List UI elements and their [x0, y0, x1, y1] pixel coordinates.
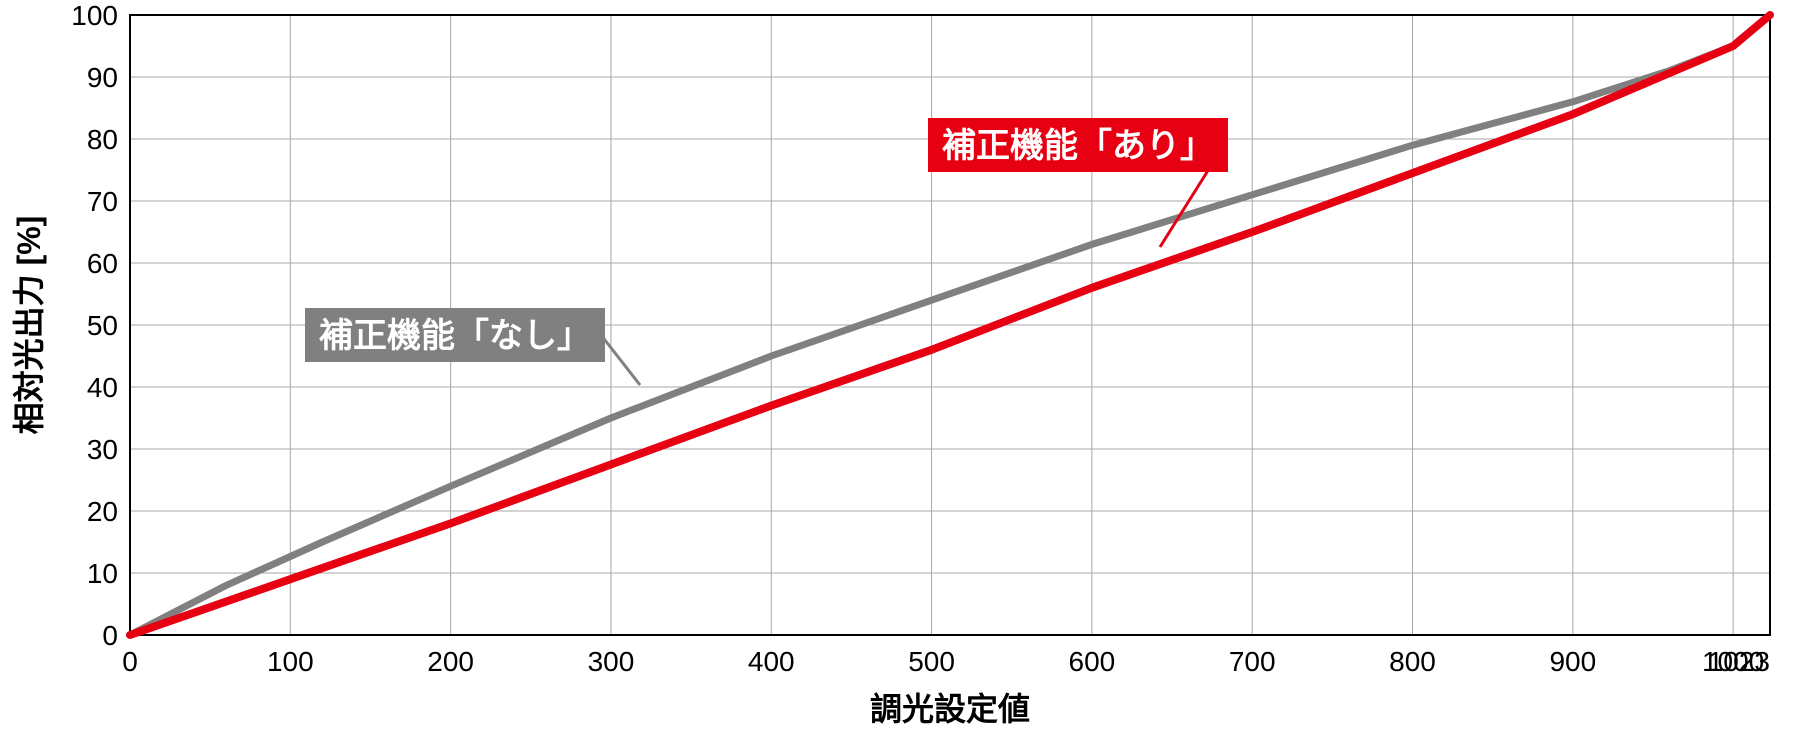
- y-tick-label: 40: [87, 372, 118, 403]
- x-tick-label: 900: [1549, 646, 1596, 677]
- y-tick-label: 10: [87, 558, 118, 589]
- y-tick-label: 80: [87, 124, 118, 155]
- legend-label-without_correction: 補正機能「なし」: [319, 317, 591, 355]
- y-tick-label: 60: [87, 248, 118, 279]
- y-tick-label: 0: [102, 620, 118, 651]
- y-tick-label: 90: [87, 62, 118, 93]
- y-axis-title: 相対光出力 [%]: [11, 216, 47, 435]
- x-tick-label: 1023: [1708, 646, 1770, 677]
- legend-label-with_correction: 補正機能「あり」: [942, 127, 1214, 165]
- x-tick-label: 100: [267, 646, 314, 677]
- x-tick-label: 0: [122, 646, 138, 677]
- x-tick-label: 700: [1229, 646, 1276, 677]
- x-axis-title: 調光設定値: [870, 691, 1030, 727]
- y-tick-label: 30: [87, 434, 118, 465]
- dimming-correction-chart: 0100200300400500600700800900100010230102…: [0, 0, 1800, 737]
- y-tick-label: 50: [87, 310, 118, 341]
- x-tick-label: 200: [427, 646, 474, 677]
- y-tick-label: 70: [87, 186, 118, 217]
- x-tick-label: 400: [748, 646, 795, 677]
- y-tick-label: 20: [87, 496, 118, 527]
- x-tick-label: 500: [908, 646, 955, 677]
- x-tick-label: 300: [588, 646, 635, 677]
- chart-svg: 0100200300400500600700800900100010230102…: [0, 0, 1800, 737]
- x-tick-label: 800: [1389, 646, 1436, 677]
- x-tick-label: 600: [1069, 646, 1116, 677]
- y-tick-label: 100: [71, 0, 118, 31]
